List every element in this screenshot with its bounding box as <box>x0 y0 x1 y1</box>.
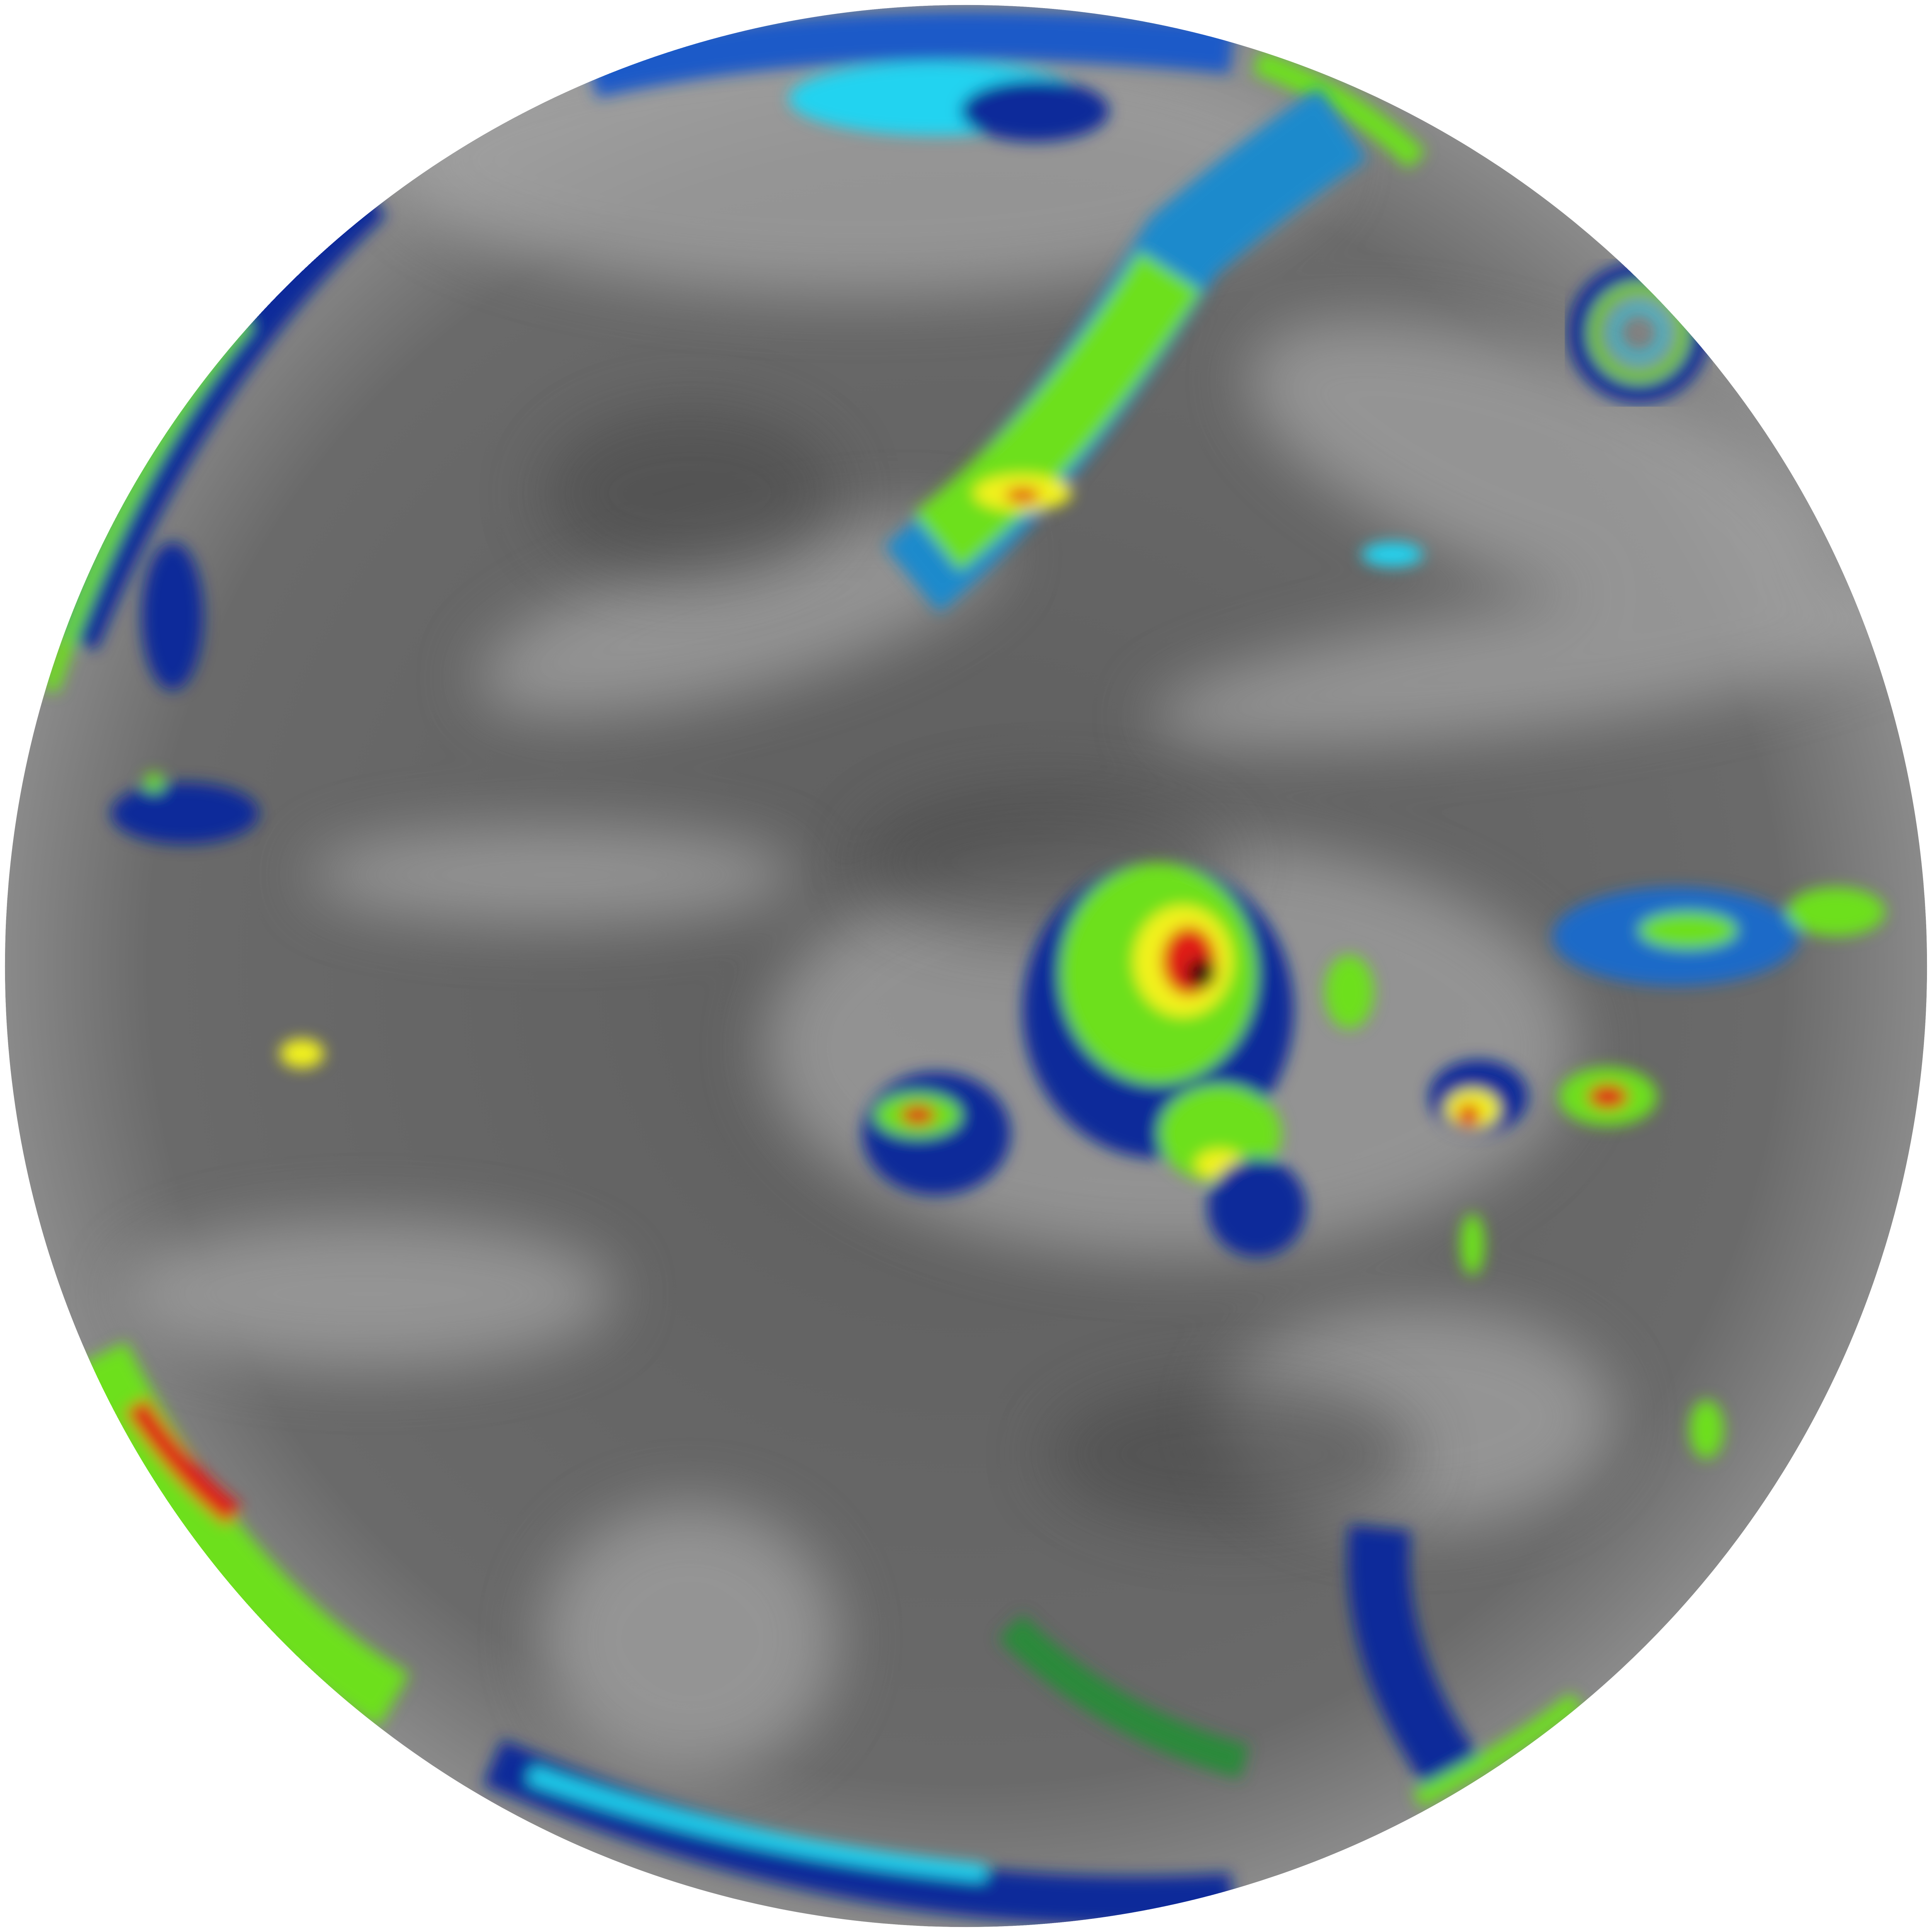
earth-disk <box>5 5 1932 1927</box>
